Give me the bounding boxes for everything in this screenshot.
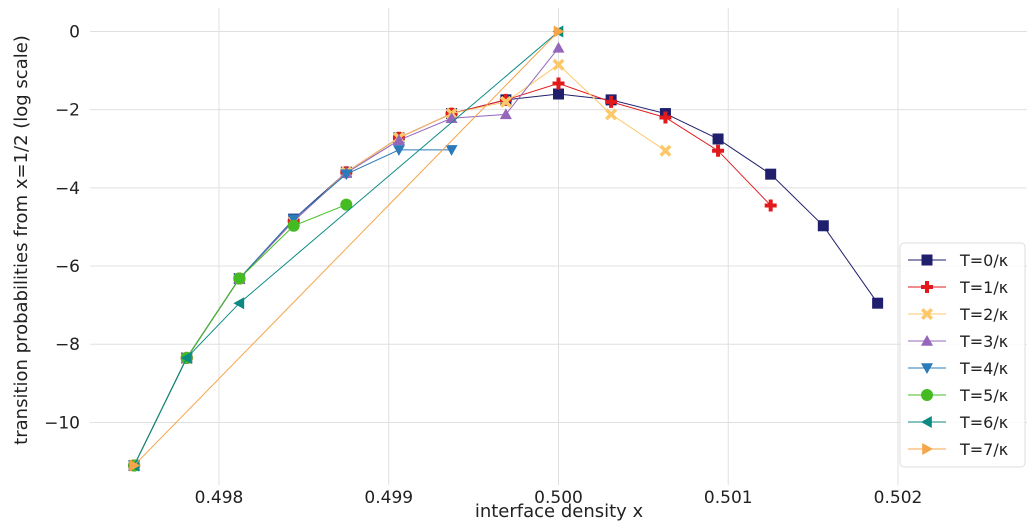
data-point: [180, 351, 192, 364]
data-point: [499, 108, 512, 120]
data-point: [659, 144, 672, 157]
legend-entry: T=6/κ: [908, 413, 1009, 432]
data-point: [552, 77, 565, 90]
y-tick-label: −10: [44, 413, 80, 433]
legend-entry: T=1/κ: [908, 278, 1009, 297]
data-point: [340, 198, 353, 211]
x-axis-label: interface density x: [475, 501, 644, 522]
data-point: [233, 272, 246, 285]
series-line: [133, 31, 559, 466]
series-7: [129, 25, 565, 472]
data-point: [287, 219, 300, 232]
series-line: [133, 149, 452, 466]
legend: T=0/κ T=1/κ T=2/κ T=3/κ T=4/κ T=5/κ T=6/κ T=7/κ: [899, 242, 1026, 468]
data-point: [605, 108, 618, 121]
data-point: [817, 220, 829, 232]
x-tick-label: 0.500: [534, 488, 583, 508]
data-point: [712, 144, 725, 157]
data-point: [233, 297, 245, 310]
data-point: [552, 58, 565, 71]
legend-entry: T=0/κ: [908, 251, 1009, 270]
data-point: [659, 111, 672, 124]
y-tick-label: −2: [55, 101, 80, 121]
legend-entry: T=3/κ: [908, 332, 1009, 351]
y-axis-label: transition probabilities from x=1/2 (log…: [11, 35, 32, 445]
series-line: [133, 82, 772, 466]
legend-marker: [921, 389, 933, 401]
legend-label: T=6/κ: [959, 413, 1009, 432]
legend-marker: [921, 335, 933, 346]
data-point: [129, 459, 141, 472]
legend-label: T=3/κ: [959, 332, 1009, 351]
legend-entry: T=4/κ: [908, 359, 1009, 378]
legend-label: T=5/κ: [959, 386, 1009, 405]
data-point: [552, 41, 565, 53]
data-point: [392, 134, 405, 145]
legend-marker: [921, 254, 933, 266]
grid-lines: [90, 8, 1027, 485]
y-tick-label: −4: [55, 179, 80, 199]
legend-box: [899, 242, 1026, 468]
data-point: [712, 133, 724, 145]
data-point: [287, 214, 300, 226]
data-point: [764, 199, 777, 212]
legend-entry: T=7/κ: [908, 440, 1009, 459]
x-tick-label: 0.499: [364, 488, 413, 508]
x-tick-labels: 0.498 0.499 0.500 0.501 0.502: [195, 488, 923, 508]
series-layer: [128, 25, 884, 472]
series-line: [133, 47, 559, 466]
legend-marker: [922, 443, 933, 455]
y-tick-label: −6: [55, 257, 80, 277]
legend-label: T=0/κ: [959, 251, 1009, 270]
series-3: [128, 41, 565, 471]
series-line: [133, 204, 347, 466]
series-2: [128, 58, 672, 472]
legend-marker: [921, 308, 933, 320]
legend-label: T=7/κ: [959, 440, 1009, 459]
y-tick-label: 0: [69, 22, 80, 42]
y-tick-label: −8: [55, 335, 80, 355]
legend-marker: [921, 281, 933, 293]
legend-entry: T=2/κ: [908, 305, 1009, 324]
data-point: [765, 168, 777, 180]
series-line: [133, 31, 559, 466]
legend-marker: [921, 363, 933, 374]
data-point: [553, 25, 565, 38]
data-point: [872, 297, 884, 309]
x-tick-label: 0.501: [704, 488, 753, 508]
series-1: [128, 77, 777, 472]
x-tick-label: 0.498: [195, 488, 244, 508]
legend-label: T=4/κ: [959, 359, 1009, 378]
data-point: [499, 95, 512, 108]
series-5: [128, 198, 353, 472]
legend-marker: [921, 416, 932, 428]
y-tick-labels: 0 −2 −4 −6 −8 −10: [44, 22, 80, 433]
legend-entry: T=5/κ: [908, 386, 1009, 405]
data-point: [553, 88, 564, 100]
series-line: [133, 64, 666, 466]
data-point: [340, 169, 353, 181]
data-point: [605, 95, 618, 108]
series-line: [133, 93, 879, 466]
x-tick-label: 0.502: [874, 488, 923, 508]
legend-label: T=1/κ: [959, 278, 1009, 297]
legend-label: T=2/κ: [959, 305, 1009, 324]
data-point: [445, 145, 458, 156]
data-point: [392, 145, 405, 156]
